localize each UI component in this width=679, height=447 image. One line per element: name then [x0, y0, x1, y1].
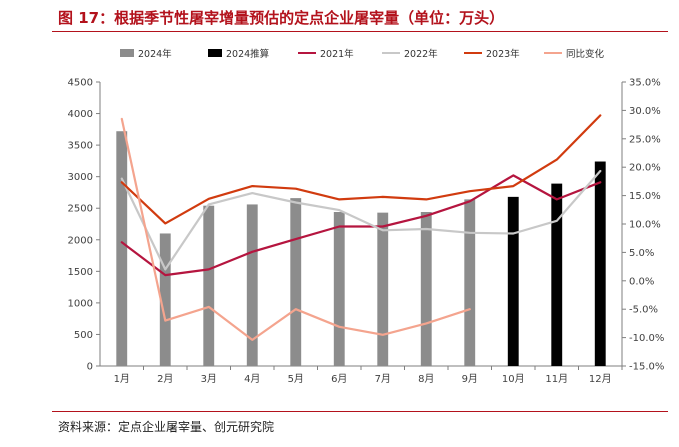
- series-line-同比变化: [120, 117, 471, 341]
- title-divider: [52, 31, 668, 32]
- legend-label: 2024年: [138, 49, 172, 60]
- bar-2024推算: [551, 183, 563, 366]
- source-note: 资料来源：定点企业屠宰量、创元研究院: [58, 420, 275, 434]
- legend-swatch: [120, 49, 134, 57]
- y2-tick-label: -10.0%: [629, 333, 664, 344]
- chart-title: 图 17：根据季节性屠宰增量预估的定点企业屠宰量（单位：万头）: [58, 9, 505, 27]
- y-tick-label: 3000: [68, 172, 93, 183]
- chart-legend: 2024年 2024推算 2021年 2022年 2023年 同比变化: [120, 46, 640, 62]
- y2-tick-label: 25.0%: [629, 134, 661, 145]
- legend-item-2022: 2022年: [382, 46, 438, 60]
- legend-label: 2021年: [320, 49, 354, 60]
- bar-2024推算: [594, 161, 606, 366]
- bar-2024年: [464, 199, 476, 366]
- x-tick-label: 12月: [589, 373, 612, 385]
- bar-2024年: [420, 212, 432, 366]
- x-tick-label: 9月: [462, 373, 478, 385]
- bar-2024年: [116, 131, 128, 366]
- x-tick-label: 10月: [502, 373, 525, 385]
- y-tick-label: 500: [74, 330, 93, 341]
- bar-2024年: [159, 233, 171, 366]
- x-tick-label: 2月: [157, 373, 173, 385]
- y-tick-label: 1500: [68, 267, 93, 278]
- x-tick-label: 7月: [375, 373, 391, 385]
- legend-swatch: [298, 52, 316, 54]
- legend-swatch: [208, 49, 222, 57]
- legend-swatch: [464, 52, 482, 54]
- x-tick-label: 5月: [288, 373, 304, 385]
- footer-divider: [52, 411, 668, 412]
- y2-tick-label: -5.0%: [629, 305, 658, 316]
- y-tick-label: 1000: [68, 298, 93, 309]
- y2-tick-label: 20.0%: [629, 163, 661, 174]
- x-tick-label: 6月: [331, 373, 347, 385]
- x-tick-label: 8月: [418, 373, 434, 385]
- y-tick-label: 4500: [68, 78, 93, 89]
- bar-2024年: [290, 198, 302, 366]
- y2-tick-label: -15.0%: [629, 362, 664, 373]
- y2-tick-label: 30.0%: [629, 106, 661, 117]
- legend-label: 同比变化: [566, 49, 605, 60]
- y-tick-label: 3500: [68, 141, 93, 152]
- x-tick-label: 11月: [545, 373, 568, 385]
- legend-swatch: [382, 52, 400, 54]
- x-tick-label: 3月: [201, 373, 217, 385]
- series-line-2023年: [120, 114, 602, 225]
- y2-tick-label: 5.0%: [629, 248, 654, 259]
- bar-2024年: [333, 212, 345, 366]
- bar-2024年: [203, 205, 215, 366]
- bar-2024年: [377, 212, 389, 366]
- bar-2024推算: [507, 196, 519, 366]
- legend-item-2024: 2024年: [120, 46, 172, 60]
- legend-label: 2024推算: [226, 49, 270, 60]
- legend-item-2021: 2021年: [298, 46, 354, 60]
- y2-tick-label: 35.0%: [629, 78, 661, 89]
- series-line-2022年: [120, 169, 602, 271]
- legend-label: 2023年: [486, 49, 520, 60]
- x-tick-label: 4月: [244, 373, 260, 385]
- legend-label: 2022年: [404, 49, 438, 60]
- legend-item-yoy: 同比变化: [544, 46, 604, 60]
- legend-item-2023: 2023年: [464, 46, 520, 60]
- y-tick-label: 2000: [68, 235, 93, 246]
- legend-item-2024-forecast: 2024推算: [208, 46, 269, 60]
- y-tick-label: 0: [87, 362, 93, 373]
- y2-tick-label: 15.0%: [629, 191, 661, 202]
- y2-tick-label: 10.0%: [629, 220, 661, 231]
- series-line-2021年: [120, 174, 602, 277]
- y2-tick-label: 0.0%: [629, 276, 654, 287]
- x-tick-label: 1月: [114, 373, 130, 385]
- legend-swatch: [544, 52, 562, 54]
- bar-2024年: [246, 204, 258, 366]
- y-tick-label: 4000: [68, 109, 93, 120]
- y-tick-label: 2500: [68, 204, 93, 215]
